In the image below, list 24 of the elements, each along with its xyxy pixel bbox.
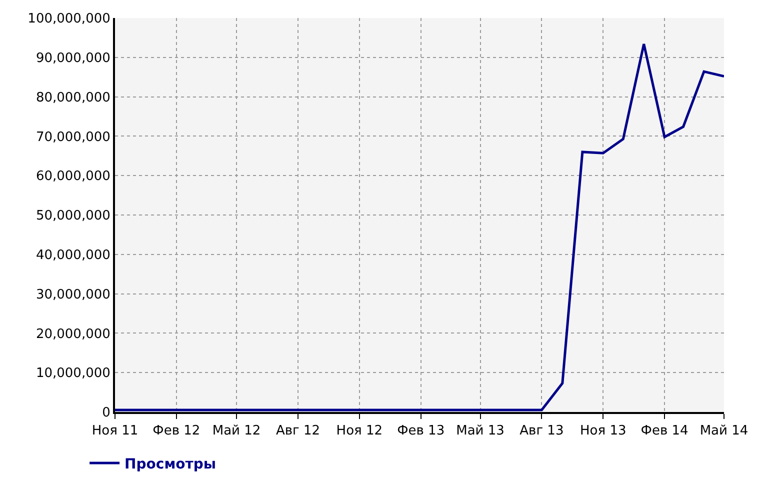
- y-tick-label: 50,000,000: [36, 208, 110, 224]
- x-tick-label: Май 12: [212, 424, 261, 439]
- x-tick-label: Ноя 12: [336, 424, 383, 439]
- x-tick-label: Ноя 13: [580, 424, 626, 439]
- y-tick-label: 10,000,000: [36, 366, 110, 382]
- x-tick-label: Фев 13: [397, 424, 445, 439]
- y-tick-label: 30,000,000: [36, 287, 110, 302]
- y-tick-label: 100,000,000: [28, 12, 110, 27]
- y-tick-label: 90,000,000: [36, 50, 110, 66]
- y-tick-label: 0: [102, 406, 110, 421]
- y-tick-label: 70,000,000: [36, 130, 110, 145]
- x-tick-label: Май 13: [456, 424, 504, 439]
- x-tick-label: Авг 12: [276, 424, 320, 439]
- x-tick-label: Ноя 11: [92, 424, 138, 439]
- x-tick-label: Май 14: [700, 424, 748, 439]
- y-tick-label: 80,000,000: [36, 90, 110, 106]
- y-tick-label: 60,000,000: [36, 169, 110, 184]
- y-tick-label: 20,000,000: [36, 326, 110, 342]
- line-series: [115, 42, 724, 412]
- legend-label: Просмотры: [124, 456, 216, 473]
- x-tick-label: Авг 13: [520, 424, 564, 439]
- y-tick-label: 40,000,000: [36, 248, 110, 263]
- x-tick-label: Фев 14: [640, 424, 688, 439]
- x-tick-label: Фев 12: [152, 424, 200, 439]
